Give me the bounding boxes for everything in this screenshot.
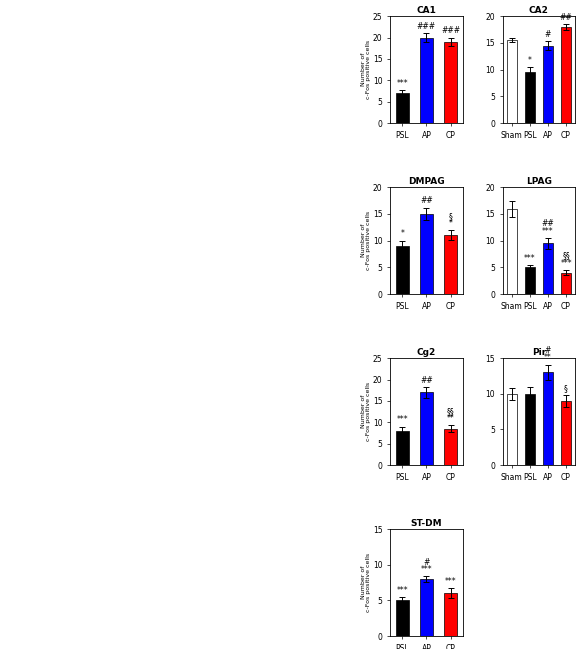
Bar	[507, 40, 517, 123]
Bar	[525, 72, 535, 123]
Bar	[420, 38, 433, 123]
Title: Cg2: Cg2	[417, 349, 436, 358]
Bar	[444, 429, 457, 465]
Title: DMPAG: DMPAG	[408, 177, 444, 186]
Bar	[507, 208, 517, 294]
Text: ***: ***	[524, 254, 536, 263]
Title: Pir: Pir	[532, 349, 546, 358]
Y-axis label: Number of
c-Fos positive cells: Number of c-Fos positive cells	[361, 211, 372, 270]
Text: ###: ###	[441, 27, 460, 36]
Text: §: §	[449, 212, 453, 221]
Bar	[420, 579, 433, 636]
Bar	[525, 394, 535, 465]
Bar	[507, 394, 517, 465]
Text: ***: ***	[397, 585, 408, 594]
Title: CA2: CA2	[529, 6, 549, 16]
Bar	[395, 600, 409, 636]
Y-axis label: Number of
c-Fos positive cells: Number of c-Fos positive cells	[361, 553, 372, 612]
Text: #: #	[544, 31, 551, 39]
Text: ***: ***	[445, 577, 457, 586]
Text: ##: ##	[420, 376, 433, 385]
Text: ***: ***	[542, 227, 554, 236]
Text: **: **	[447, 414, 454, 423]
Y-axis label: Number of
c-Fos positive cells: Number of c-Fos positive cells	[361, 382, 372, 441]
Bar	[444, 42, 457, 123]
Y-axis label: Number of
c-Fos positive cells: Number of c-Fos positive cells	[361, 40, 372, 99]
Text: §§: §§	[562, 251, 570, 260]
Text: §§: §§	[447, 407, 454, 415]
Text: §: §	[564, 384, 568, 393]
Text: *: *	[401, 230, 404, 238]
Bar	[444, 593, 457, 636]
Bar	[420, 214, 433, 294]
Bar	[543, 45, 553, 123]
Title: LPAG: LPAG	[526, 177, 552, 186]
Text: #: #	[423, 557, 429, 567]
Bar	[525, 267, 535, 294]
Text: ***: ***	[560, 259, 572, 268]
Title: ST-DM: ST-DM	[410, 519, 442, 528]
Bar	[420, 393, 433, 465]
Text: ###: ###	[417, 22, 436, 31]
Title: CA1: CA1	[417, 6, 436, 16]
Bar	[543, 373, 553, 465]
Text: ***: ***	[397, 415, 408, 424]
Text: ##: ##	[560, 12, 572, 21]
Bar	[395, 431, 409, 465]
Bar	[444, 236, 457, 294]
Text: **: **	[544, 354, 552, 362]
Text: ***: ***	[421, 565, 432, 574]
Bar	[561, 27, 571, 123]
Text: *: *	[528, 56, 532, 65]
Bar	[561, 273, 571, 294]
Bar	[395, 93, 409, 123]
Bar	[395, 246, 409, 294]
Text: ##: ##	[542, 219, 554, 228]
Text: ##: ##	[420, 197, 433, 205]
Bar	[561, 401, 571, 465]
Text: *: *	[449, 219, 453, 228]
Text: #: #	[544, 346, 551, 355]
Text: ***: ***	[397, 79, 408, 88]
Bar	[543, 243, 553, 294]
